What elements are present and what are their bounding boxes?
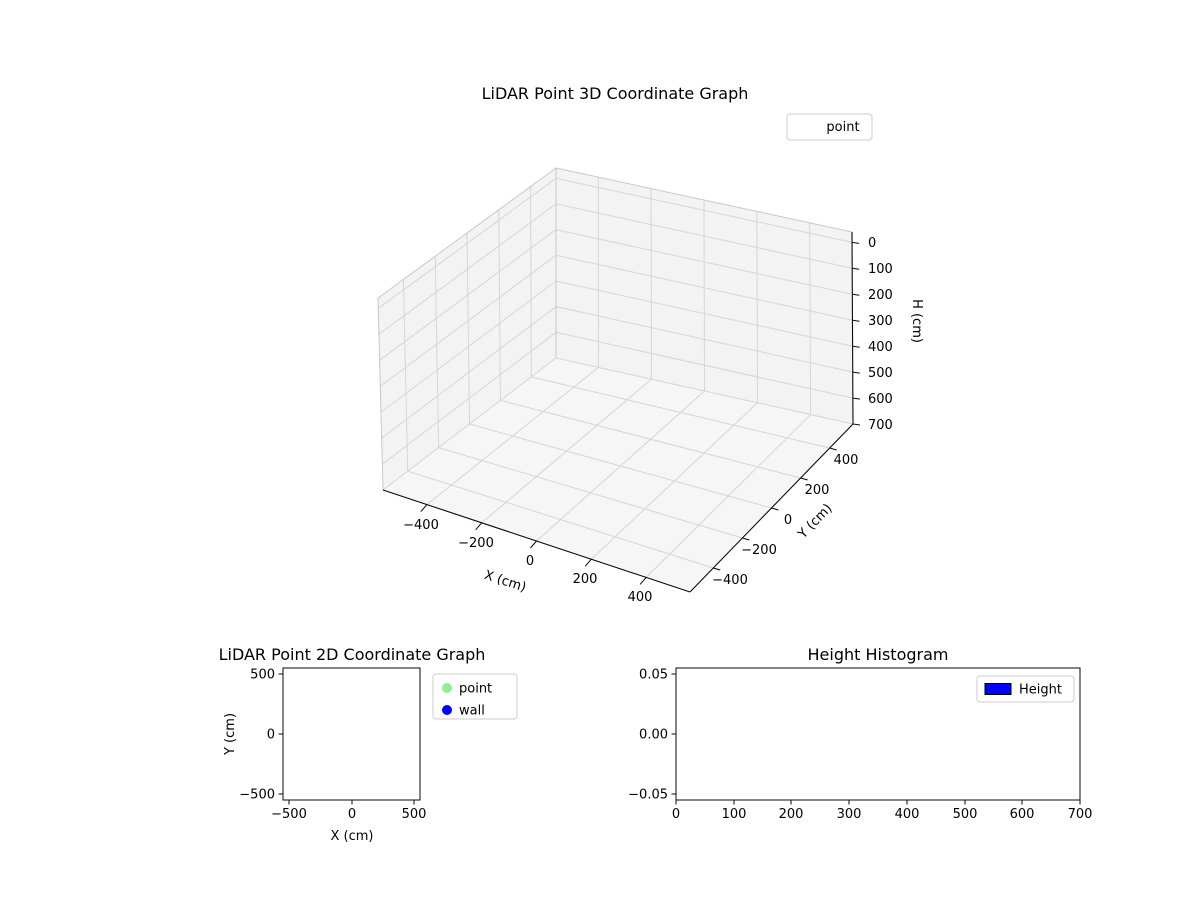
- plot3d-x-ticks: [420, 504, 647, 585]
- y-tick-label: −500: [239, 788, 275, 803]
- histogram-x-tick-labels: 0 100 200 300 400 500 600 700: [672, 807, 1093, 822]
- z-tick-label: 300: [868, 314, 893, 329]
- x-tick-label: −500: [271, 807, 307, 822]
- plot3d-panes: [378, 168, 853, 592]
- y-tick-label: 0: [267, 728, 275, 743]
- plot3d-box-edges: [377, 167, 853, 491]
- x-tick-label: 0: [348, 807, 356, 822]
- x-tick-label: 100: [722, 807, 747, 822]
- y-tick-label: 0.00: [639, 728, 668, 743]
- x-tick-label: 700: [1068, 807, 1093, 822]
- x-tick-label: −400: [403, 518, 439, 533]
- x-tick-label: −200: [458, 536, 494, 551]
- plot3d-z-ticks: [852, 241, 861, 426]
- z-tick-label: 100: [868, 262, 893, 277]
- z-tick-label: 400: [868, 340, 893, 355]
- z-tick-label: 500: [868, 366, 893, 381]
- legend-label-height: Height: [1019, 683, 1062, 698]
- legend-frame: [432, 673, 518, 720]
- histogram-title: Height Histogram: [808, 645, 949, 664]
- y-tick-label: 0.05: [639, 668, 668, 683]
- plot2d-x-tick-labels: −500 0 500: [271, 807, 426, 822]
- y-tick-label: −400: [712, 573, 748, 588]
- x-tick-label: 500: [953, 807, 978, 822]
- plot3d-y-tick-labels: −400 −200 0 200 400: [712, 453, 858, 588]
- pane-floor: [383, 358, 853, 592]
- plot3d-xlabel: X (cm): [482, 568, 528, 596]
- z-tick-label: 700: [868, 418, 893, 433]
- legend-frame: [786, 113, 873, 141]
- y-tick-label: 400: [834, 453, 859, 468]
- z-tick-label: 600: [868, 392, 893, 407]
- plot3d-title: LiDAR Point 3D Coordinate Graph: [482, 84, 749, 103]
- plot2d-legend: point wall: [432, 673, 518, 720]
- legend-label-point: point: [826, 120, 859, 135]
- plot3d-x-tick-labels: −400 −200 0 200 400: [403, 518, 652, 605]
- plot3d-y-ticks: [713, 447, 837, 571]
- histogram: Height Histogram 0 100 200 300 400 500 6…: [628, 645, 1092, 822]
- y-tick-label: 200: [805, 483, 830, 498]
- plot2d-tick-marks: [278, 673, 415, 805]
- y-tick-label: −200: [741, 543, 777, 558]
- x-tick-label: 200: [779, 807, 804, 822]
- x-tick-label: 500: [402, 807, 427, 822]
- wall-marker-swatch: [442, 705, 452, 715]
- x-tick-label: 600: [1010, 807, 1035, 822]
- x-tick-label: 200: [573, 572, 598, 587]
- plot2d-ylabel: Y (cm): [223, 713, 238, 756]
- x-tick-label: 0: [672, 807, 680, 822]
- legend-frame: [976, 675, 1075, 703]
- z-tick-label: 200: [868, 288, 893, 303]
- histogram-tick-marks: [671, 673, 1081, 805]
- plot3d-ylabel: Y (cm): [795, 501, 836, 542]
- plot2d-xlabel: X (cm): [331, 829, 374, 844]
- z-axis-line: [851, 231, 854, 425]
- histogram-legend: Height: [976, 675, 1075, 703]
- histogram-y-tick-labels: 0.05 0.00 −0.05: [628, 668, 668, 803]
- plot2d: LiDAR Point 2D Coordinate Graph −500 0 5…: [219, 645, 518, 844]
- x-tick-label: 400: [628, 590, 653, 605]
- y-tick-label: 500: [250, 668, 275, 683]
- x-tick-label: 300: [837, 807, 862, 822]
- pane-left: [378, 168, 556, 490]
- plot3d-z-tick-labels: 0 100 200 300 400 500 600 700: [868, 236, 893, 433]
- point-marker-swatch: [442, 683, 452, 693]
- height-patch-swatch: [984, 683, 1012, 695]
- x-tick-label: 400: [895, 807, 920, 822]
- plot3d: LiDAR Point 3D Coordinate Graph: [377, 84, 924, 605]
- y-tick-label: −0.05: [628, 788, 668, 803]
- plot2d-y-tick-labels: 500 0 −500: [239, 668, 275, 803]
- plot2d-axes-background: [283, 668, 420, 800]
- z-tick-label: 0: [868, 236, 876, 251]
- x-tick-label: 0: [526, 554, 534, 569]
- plot3d-legend: point: [786, 113, 873, 141]
- plot2d-title: LiDAR Point 2D Coordinate Graph: [219, 645, 486, 664]
- y-tick-label: 0: [784, 513, 792, 528]
- legend-label-wall: wall: [459, 704, 485, 719]
- legend-label-point: point: [459, 682, 492, 697]
- plot3d-zlabel: H (cm): [909, 299, 924, 343]
